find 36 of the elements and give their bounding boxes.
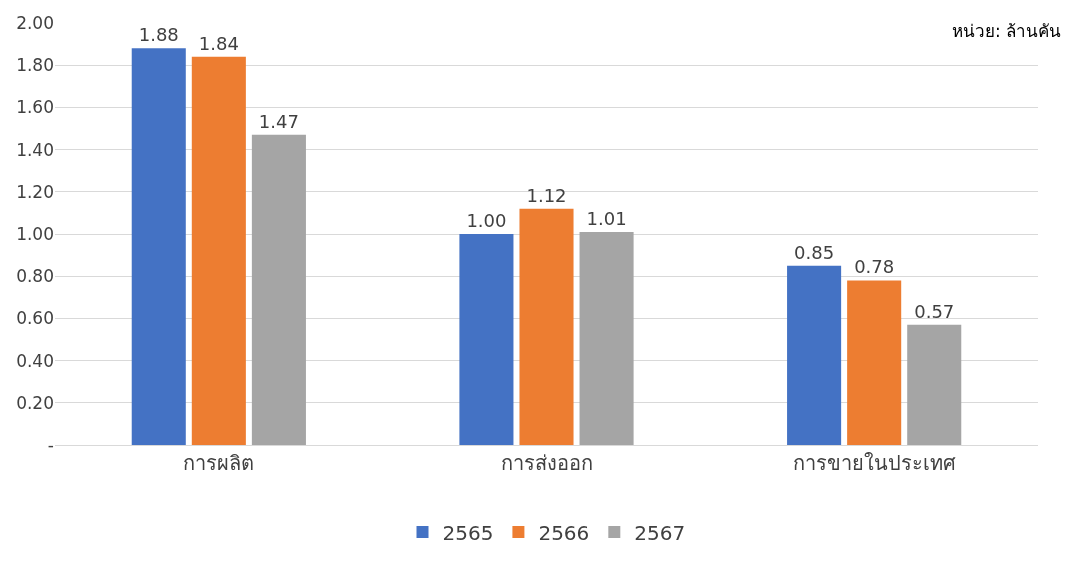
bar bbox=[787, 265, 842, 445]
legend-label: 2567 bbox=[634, 520, 686, 545]
bar bbox=[579, 231, 634, 445]
legend-label: 2566 bbox=[538, 520, 590, 545]
data-label: 0.57 bbox=[914, 300, 955, 322]
y-tick-label: 2.00 bbox=[16, 12, 54, 33]
annotation: หน่วย: ล้านคัน bbox=[952, 21, 1062, 41]
data-label: 1.47 bbox=[258, 110, 299, 132]
x-tick-label: การขายในประเทศ bbox=[792, 451, 956, 475]
data-label: 1.01 bbox=[586, 207, 627, 229]
data-label: 0.85 bbox=[794, 241, 835, 263]
bar bbox=[191, 56, 246, 445]
data-label: 1.00 bbox=[466, 210, 507, 231]
x-tick-label: การส่งออก bbox=[500, 451, 593, 475]
bar bbox=[519, 208, 574, 445]
y-tick-label: 0.40 bbox=[16, 350, 54, 371]
y-tick-label: 1.00 bbox=[16, 223, 54, 244]
bar bbox=[131, 48, 186, 445]
y-tick-label: - bbox=[47, 434, 54, 455]
bar bbox=[907, 324, 962, 445]
data-label: 1.88 bbox=[138, 24, 179, 46]
y-tick-label: 0.20 bbox=[16, 392, 54, 413]
data-label: 0.78 bbox=[854, 256, 895, 278]
y-tick-label: 0.80 bbox=[16, 266, 54, 287]
legend-label: 2565 bbox=[442, 520, 494, 545]
y-tick-label: 1.20 bbox=[16, 181, 54, 202]
y-tick-label: 1.80 bbox=[16, 55, 54, 76]
y-tick-label: 1.40 bbox=[16, 139, 54, 160]
bar bbox=[251, 134, 306, 445]
data-label: 1.84 bbox=[198, 32, 239, 54]
x-tick-label: การผลิต bbox=[183, 451, 255, 475]
data-label: 1.12 bbox=[526, 184, 567, 206]
y-tick-label: 0.60 bbox=[16, 308, 54, 329]
bar bbox=[459, 234, 514, 445]
bar bbox=[847, 280, 902, 445]
y-tick-label: 1.60 bbox=[16, 97, 54, 118]
